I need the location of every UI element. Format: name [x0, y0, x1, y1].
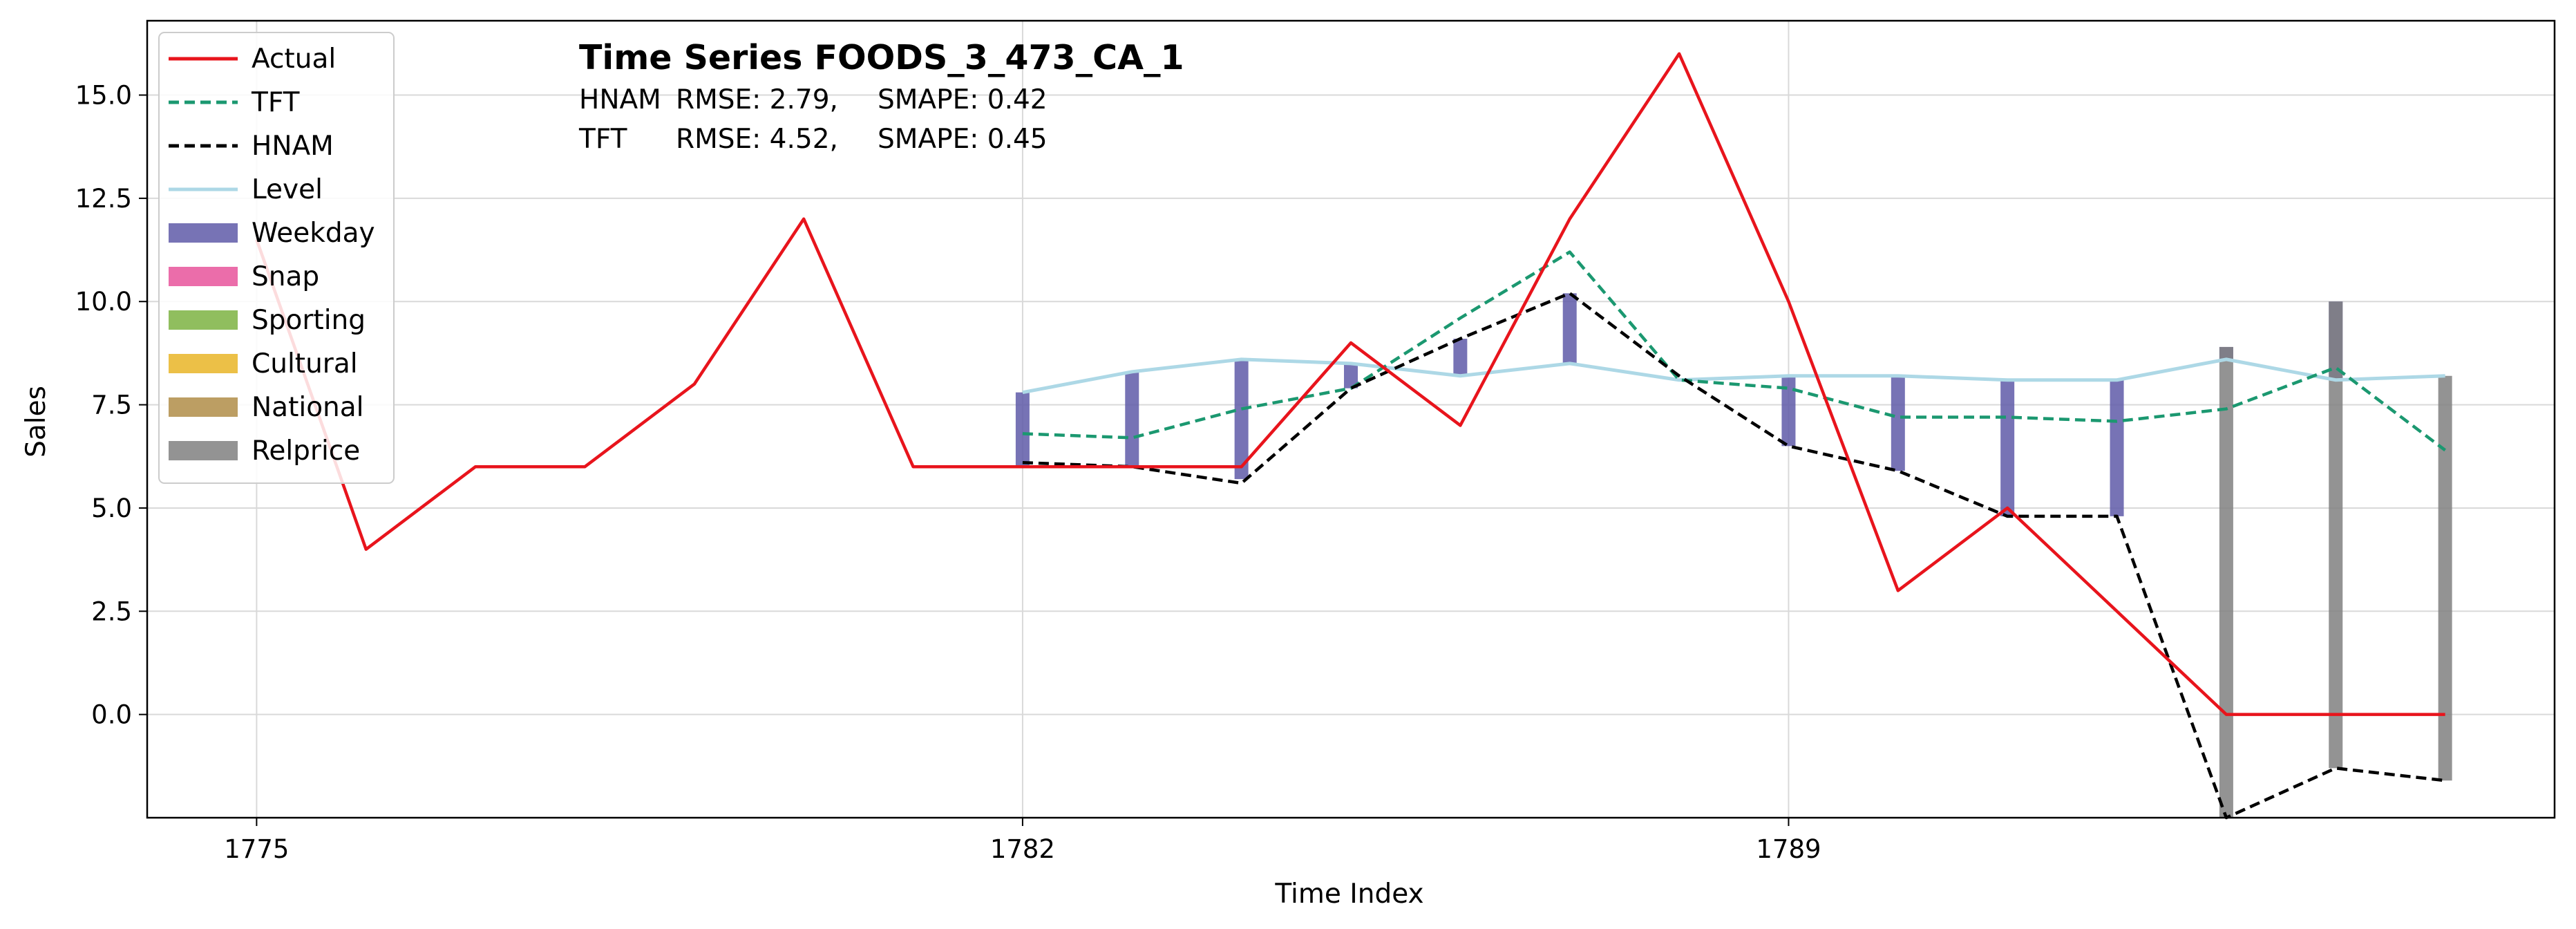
legend-label-level: Level: [252, 174, 323, 205]
series-line-hnam: [1022, 292, 2445, 820]
bar-weekday: [1234, 359, 1249, 480]
metric-smape-hnam: SMAPE: 0.42: [878, 84, 1048, 115]
x-tick-label: 1789: [1756, 834, 1821, 864]
legend-swatch-national: [169, 397, 238, 417]
chart-title: Time Series FOODS_3_473_CA_1: [579, 38, 1184, 77]
legend-swatch-cultural: [169, 354, 238, 373]
metrics-annotation: Time Series FOODS_3_473_CA_1 HNAM RMSE: …: [578, 38, 1184, 155]
axis-ticks: 1775 1782 1789 0.0 2.5 5.0 7.5 10.0 12.5 15.0: [75, 81, 1821, 864]
series-line-tft: [1022, 250, 2446, 452]
x-axis-title: Time Index: [1274, 879, 1423, 910]
bar-weekday: [1125, 371, 1139, 467]
series-line-actual: [255, 52, 2445, 716]
bar-weekday: [2000, 379, 2015, 516]
bar-weekday: [1344, 363, 1358, 388]
legend-label-tft: TFT: [251, 87, 300, 118]
legend-label-national: National: [252, 392, 364, 423]
legend-label-snap: Snap: [252, 261, 319, 292]
legend-label-hnam: HNAM: [252, 131, 334, 162]
metric-smape-tft: SMAPE: 0.45: [878, 124, 1048, 155]
metric-model-tft: TFT: [578, 124, 627, 155]
series-lines: [255, 52, 2446, 820]
bar-relprice: [2329, 301, 2343, 769]
metric-model-hnam: HNAM: [579, 84, 661, 115]
y-tick-label: 5.0: [91, 494, 132, 523]
legend-swatch-snap: [169, 267, 238, 286]
metric-rmse-hnam: RMSE: 2.79,: [676, 84, 838, 115]
y-tick-label: 12.5: [75, 184, 132, 214]
x-tick-label: 1782: [990, 834, 1055, 864]
legend-swatch-sporting: [169, 310, 238, 330]
component-bars: [1015, 293, 2452, 818]
bar-weekday: [1891, 375, 1905, 471]
metric-rmse-tft: RMSE: 4.52,: [676, 124, 838, 155]
series-line-level: [1022, 357, 2445, 395]
plot-frame: [146, 19, 2556, 819]
x-tick-label: 1775: [224, 834, 289, 864]
bar-relprice: [2219, 346, 2233, 818]
legend-label-sporting: Sporting: [252, 305, 366, 336]
legend: Actual TFT HNAM Level Weekday Snap Sporting Cul…: [158, 32, 395, 484]
legend-swatch-relprice: [169, 441, 238, 460]
legend-label-cultural: Cultural: [252, 348, 358, 379]
grid: [147, 21, 2555, 818]
y-axis-title: Sales: [21, 386, 52, 458]
legend-label-weekday: Weekday: [252, 218, 375, 249]
y-tick-label: 2.5: [91, 597, 132, 626]
y-tick-label: 10.0: [75, 287, 132, 317]
bar-relprice: [2438, 375, 2452, 781]
y-tick-label: 7.5: [91, 391, 132, 420]
bar-weekday: [1015, 392, 1030, 467]
bar-weekday: [1453, 339, 1468, 376]
y-tick-label: 15.0: [75, 81, 132, 111]
bar-weekday: [2110, 379, 2124, 516]
bar-weekday: [1781, 375, 1796, 447]
y-tick-label: 0.0: [91, 700, 132, 730]
bar-weekday: [1562, 293, 1577, 364]
legend-swatch-weekday: [169, 223, 238, 243]
legend-label-relprice: Relprice: [252, 435, 360, 467]
legend-label-actual: Actual: [252, 44, 336, 75]
